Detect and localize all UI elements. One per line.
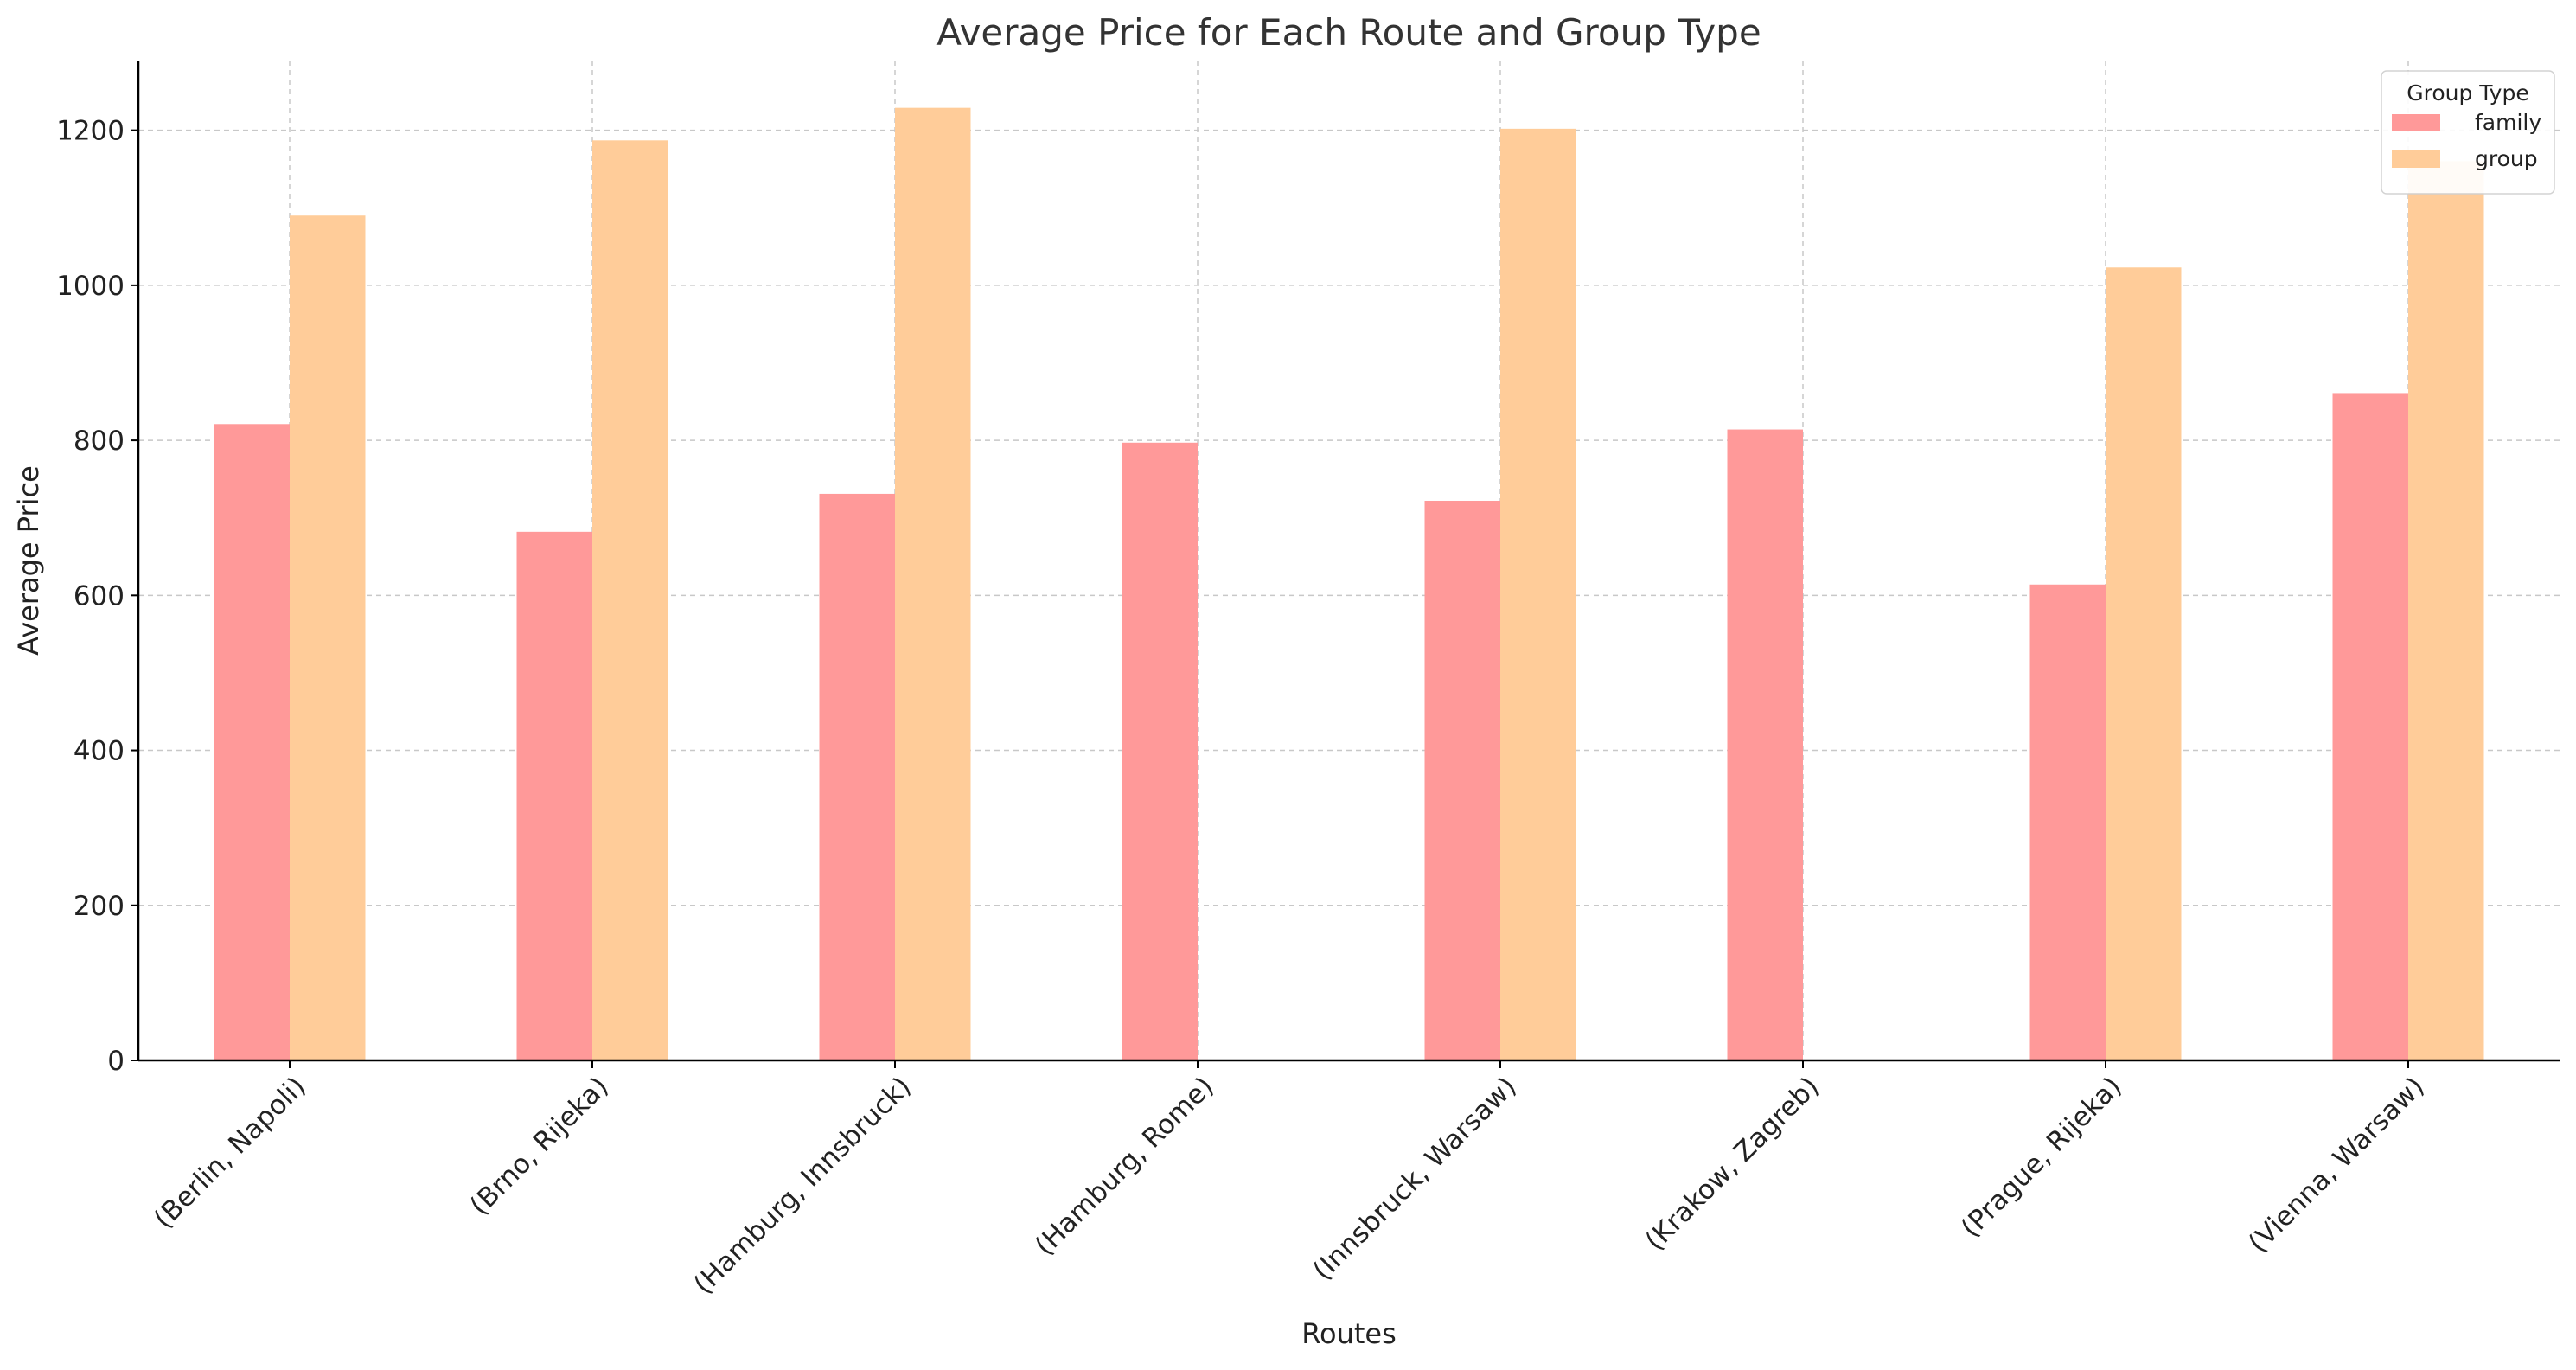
chart-title: Average Price for Each Route and Group T… <box>936 11 1761 54</box>
bar-family <box>2029 584 2106 1060</box>
legend-swatch-group <box>2392 150 2440 168</box>
bar-group <box>290 215 366 1061</box>
x-tick-label: (Innsbruck, Warsaw) <box>1307 1071 1522 1286</box>
x-tick-label: (Hamburg, Innsbruck) <box>687 1071 917 1300</box>
y-tick-label: 600 <box>74 580 125 611</box>
legend-title: Group Type <box>2407 80 2528 106</box>
x-tick-label: (Prague, Rijeka) <box>1955 1071 2128 1244</box>
bar-group <box>2106 267 2182 1060</box>
x-tick-label: (Brno, Rijeka) <box>464 1071 615 1221</box>
bar-family <box>516 531 592 1060</box>
bar-group <box>1500 128 1576 1061</box>
y-tick-label: 1000 <box>56 271 125 302</box>
y-tick-label: 1200 <box>56 116 125 147</box>
x-tick-label: (Hamburg, Rome) <box>1029 1071 1220 1262</box>
y-tick-label: 0 <box>107 1046 125 1077</box>
grid-lines <box>138 61 2560 1060</box>
bar-family <box>1424 500 1500 1060</box>
axes: 0 200 400 600 800 1000 1200 (Berlin, Napoli) (Br… <box>56 61 2560 1301</box>
bar-family <box>2332 393 2408 1060</box>
bar-group <box>592 140 668 1060</box>
y-tick-label: 200 <box>74 891 125 922</box>
bar-group <box>2408 161 2484 1061</box>
bar-family <box>819 493 895 1060</box>
bars <box>214 107 2484 1061</box>
bar-family <box>214 424 290 1060</box>
y-tick-label: 800 <box>74 426 125 457</box>
x-tick-label: (Berlin, Napoli) <box>148 1071 311 1234</box>
bar-family <box>1122 442 1198 1060</box>
legend-swatch-family <box>2392 114 2440 131</box>
bar-family <box>1727 429 1803 1060</box>
legend: Group Type family group <box>2381 70 2555 195</box>
y-axis-label: Average Price <box>12 465 45 656</box>
legend-label-family: family <box>2475 110 2541 135</box>
x-axis-label: Routes <box>1301 1317 1397 1350</box>
x-tick-label: (Krakow, Zagreb) <box>1640 1071 1825 1257</box>
legend-label-group: group <box>2475 146 2538 171</box>
y-tick-label: 400 <box>74 736 125 767</box>
bar-group <box>895 107 971 1060</box>
x-tick-label: (Vienna, Warsaw) <box>2242 1071 2430 1258</box>
